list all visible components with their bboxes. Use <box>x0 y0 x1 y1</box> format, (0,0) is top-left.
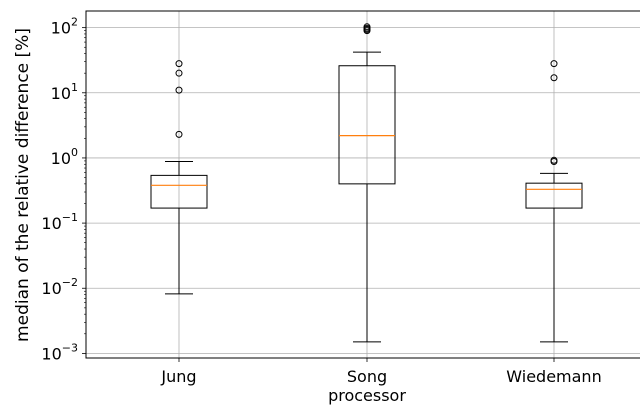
x-tick-label: Wiedemann <box>506 367 601 386</box>
x-tick-label: Jung <box>160 367 196 386</box>
x-tick-label: Song <box>347 367 387 386</box>
flier-point <box>550 74 558 82</box>
flier-point <box>363 23 371 31</box>
plot-area <box>150 23 583 343</box>
box-iqr <box>150 174 208 209</box>
y-axis-label: median of the relative difference [%] <box>13 28 33 342</box>
y-tick-label: 10−1 <box>41 211 78 233</box>
box-iqr <box>525 182 583 209</box>
box-2 <box>338 23 396 343</box>
y-tick-label: 10−3 <box>41 341 78 363</box>
y-tick-label: 101 <box>51 81 78 103</box>
box-3 <box>525 60 583 343</box>
y-tick-label: 102 <box>51 16 78 38</box>
flier-point <box>175 86 183 94</box>
x-tick-label: processor <box>328 386 406 405</box>
flier-point <box>175 69 183 77</box>
y-tick-label: 10−2 <box>41 276 78 298</box>
plot-frame <box>85 10 640 359</box>
flier-point <box>550 156 558 164</box>
flier-point <box>175 60 183 68</box>
box-1 <box>150 60 208 295</box>
box-iqr <box>338 65 396 185</box>
y-tick-label: 100 <box>51 146 78 168</box>
flier-point <box>175 130 183 138</box>
flier-point <box>550 60 558 68</box>
